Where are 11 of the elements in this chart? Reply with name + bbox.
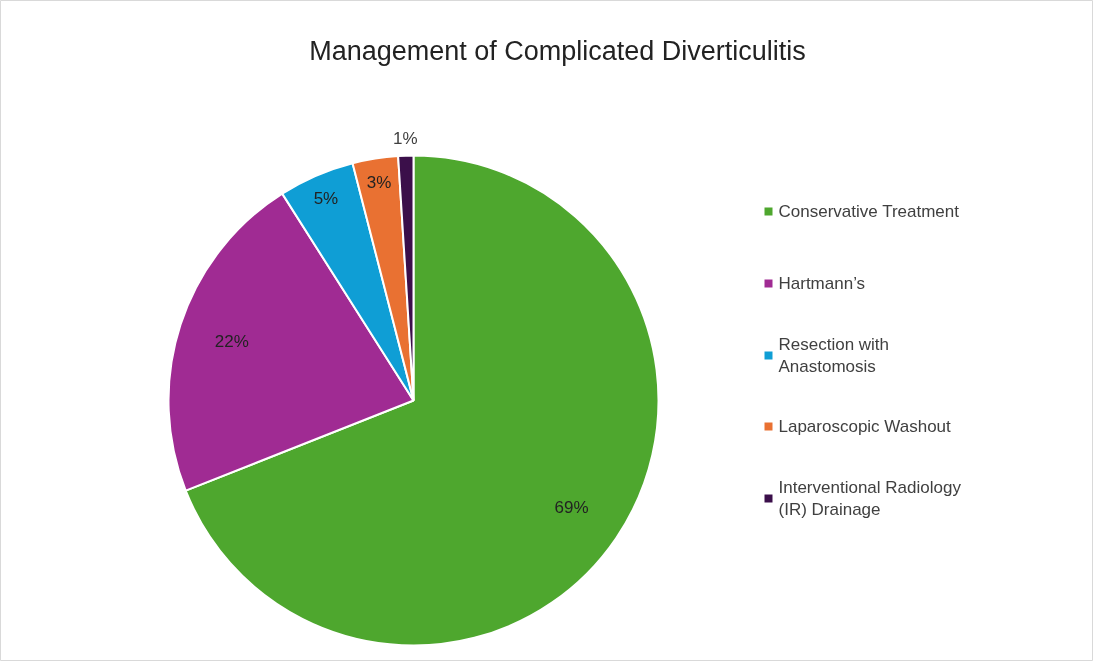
legend-label: Conservative Treatment — [778, 202, 960, 221]
data-label: 69% — [554, 498, 589, 518]
legend-label: Interventional Radiology (IR) Drainage — [778, 477, 962, 520]
legend-label: Resection with Anastomosis — [778, 334, 890, 377]
legend-label: Hartmann’s — [778, 274, 866, 293]
chart-title: Management of Complicated Diverticulitis — [309, 35, 806, 66]
data-label: 3% — [366, 173, 392, 193]
data-label: 1% — [392, 128, 418, 148]
data-label: 5% — [313, 188, 339, 208]
legend-label: Laparoscopic Washout — [778, 417, 952, 436]
data-label: 22% — [214, 331, 249, 351]
